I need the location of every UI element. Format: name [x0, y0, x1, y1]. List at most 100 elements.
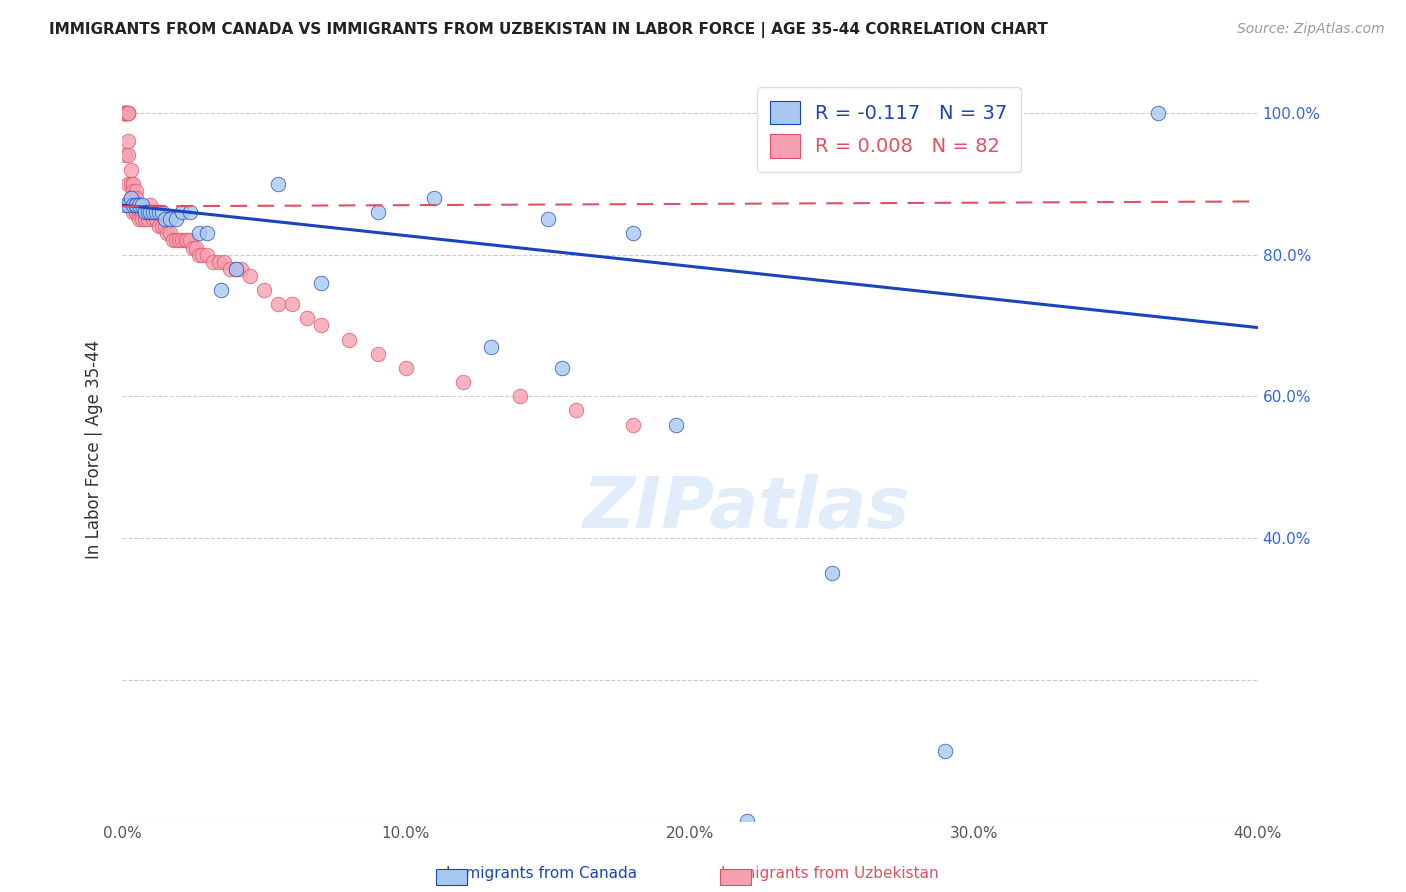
Point — [451, 375, 474, 389]
Point — [509, 389, 531, 403]
Point — [114, 106, 136, 120]
Point — [125, 198, 148, 212]
Point — [551, 361, 574, 376]
Point — [184, 240, 207, 254]
Point — [395, 361, 418, 376]
Point — [131, 205, 153, 219]
Point — [134, 205, 156, 219]
Point — [117, 106, 139, 120]
Point — [125, 198, 148, 212]
Point — [195, 227, 218, 241]
Point — [134, 205, 156, 219]
Point — [128, 198, 150, 212]
Point — [621, 417, 644, 432]
Point — [145, 205, 167, 219]
Point — [125, 198, 148, 212]
Point — [253, 283, 276, 297]
Point — [114, 106, 136, 120]
Point — [225, 261, 247, 276]
Point — [128, 205, 150, 219]
Text: Source: ZipAtlas.com: Source: ZipAtlas.com — [1237, 22, 1385, 37]
Point — [117, 106, 139, 120]
Point — [125, 205, 148, 219]
Point — [195, 247, 218, 261]
Point — [114, 148, 136, 162]
Point — [214, 254, 236, 268]
Point — [142, 205, 165, 219]
Point — [139, 198, 162, 212]
Point — [114, 106, 136, 120]
Point — [120, 198, 142, 212]
Point — [114, 198, 136, 212]
Point — [153, 212, 176, 227]
Point — [150, 205, 173, 219]
Point — [179, 205, 201, 219]
Point — [148, 205, 170, 219]
Point — [187, 247, 209, 261]
Point — [120, 162, 142, 177]
Point — [139, 205, 162, 219]
Point — [114, 106, 136, 120]
Point — [136, 212, 159, 227]
Point — [122, 198, 145, 212]
Point — [122, 184, 145, 198]
Point — [309, 276, 332, 290]
Point — [181, 240, 204, 254]
Point — [179, 234, 201, 248]
Point — [821, 566, 844, 581]
Point — [150, 219, 173, 234]
Point — [209, 283, 232, 297]
Point — [120, 191, 142, 205]
Point — [145, 212, 167, 227]
Point — [125, 184, 148, 198]
Point — [267, 177, 290, 191]
Point — [134, 212, 156, 227]
Point — [295, 311, 318, 326]
Point — [190, 247, 212, 261]
Point — [225, 261, 247, 276]
Point — [122, 177, 145, 191]
Point — [479, 340, 502, 354]
Point — [735, 814, 758, 829]
Point — [367, 205, 389, 219]
Point — [170, 234, 193, 248]
Point — [131, 212, 153, 227]
Point — [128, 198, 150, 212]
Point — [117, 177, 139, 191]
Point — [131, 205, 153, 219]
Point — [201, 254, 224, 268]
Point — [117, 148, 139, 162]
Point — [239, 268, 262, 283]
Point — [136, 205, 159, 219]
Y-axis label: In Labor Force | Age 35-44: In Labor Force | Age 35-44 — [86, 340, 103, 559]
Point — [122, 198, 145, 212]
Point — [159, 212, 181, 227]
Point — [128, 212, 150, 227]
Legend: R = -0.117   N = 37, R = 0.008   N = 82: R = -0.117 N = 37, R = 0.008 N = 82 — [756, 87, 1021, 171]
Text: IMMIGRANTS FROM CANADA VS IMMIGRANTS FROM UZBEKISTAN IN LABOR FORCE | AGE 35-44 : IMMIGRANTS FROM CANADA VS IMMIGRANTS FRO… — [49, 22, 1047, 38]
Point — [148, 219, 170, 234]
Text: Immigrants from Canada: Immigrants from Canada — [446, 866, 637, 881]
Point — [165, 234, 187, 248]
Point — [219, 261, 242, 276]
Point — [537, 212, 560, 227]
Point — [120, 177, 142, 191]
Point — [120, 191, 142, 205]
Point — [173, 234, 195, 248]
Point — [309, 318, 332, 333]
Point — [125, 205, 148, 219]
Point — [207, 254, 229, 268]
Text: ZIPatlas: ZIPatlas — [583, 475, 911, 543]
Point — [337, 333, 360, 347]
Point — [156, 227, 179, 241]
Point — [117, 134, 139, 148]
Point — [159, 227, 181, 241]
Point — [120, 191, 142, 205]
Point — [162, 234, 184, 248]
Point — [367, 347, 389, 361]
Point — [122, 205, 145, 219]
Point — [114, 106, 136, 120]
Point — [114, 106, 136, 120]
Point — [153, 219, 176, 234]
Point — [281, 297, 304, 311]
